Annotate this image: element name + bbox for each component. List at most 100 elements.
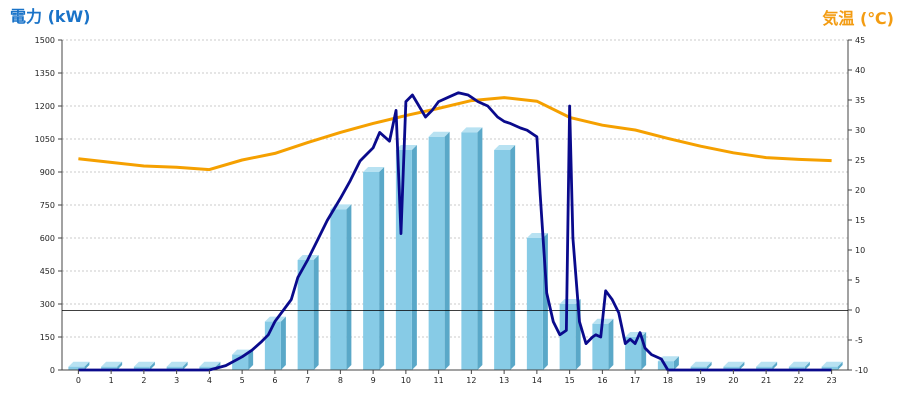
bar-top — [395, 145, 417, 150]
x-tick-label: 23 — [827, 376, 837, 385]
bar-side — [804, 361, 810, 370]
right-tick-label: 20 — [855, 186, 865, 195]
bar-side — [739, 361, 745, 370]
left-tick-label: 600 — [40, 234, 55, 243]
x-tick-label: 16 — [597, 376, 607, 385]
left-tick-label: 1500 — [35, 36, 55, 45]
bar-side — [837, 361, 843, 370]
temperature-line — [78, 96, 832, 172]
bar-front — [199, 366, 216, 370]
bar-top — [363, 167, 385, 172]
bar-side — [149, 361, 155, 370]
bar — [133, 361, 155, 370]
right-axis-title: 気温 (℃) — [822, 9, 894, 28]
x-tick-label: 22 — [794, 376, 804, 385]
power-line — [78, 91, 832, 372]
bar-top — [690, 361, 712, 367]
x-tick-label: 2 — [141, 376, 146, 385]
left-tick-label: 1050 — [35, 135, 55, 144]
x-tick-label: 3 — [174, 376, 179, 385]
bar-top — [68, 361, 90, 367]
bar-side — [510, 145, 516, 370]
line-series — [78, 91, 832, 372]
bar-side — [673, 356, 679, 370]
bar-front — [625, 337, 642, 370]
bar-top — [788, 361, 810, 367]
x-tick-label: 9 — [371, 376, 376, 385]
bar-top — [199, 361, 221, 367]
left-axis-ticks: 0 150 300 450 600 750 900 1050 1200 1350 1500 — [35, 36, 62, 375]
bar-side — [346, 204, 352, 370]
bar-side — [477, 127, 483, 371]
right-tick-label: -5 — [855, 336, 863, 345]
bar-front — [297, 260, 314, 370]
bar-top — [166, 361, 188, 367]
right-tick-label: 5 — [855, 276, 860, 285]
bar-front — [821, 366, 838, 370]
bar-top — [461, 127, 483, 133]
right-tick-label: 0 — [855, 306, 860, 315]
bar-side — [117, 361, 123, 370]
right-tick-label: 35 — [855, 96, 865, 105]
bar — [461, 127, 483, 371]
bar-side — [379, 167, 385, 370]
left-tick-label: 1200 — [35, 102, 55, 111]
x-tick-label: 14 — [532, 376, 542, 385]
right-tick-label: -10 — [855, 366, 868, 375]
x-tick-label: 0 — [76, 376, 81, 385]
bar-front — [363, 172, 380, 370]
right-tick-label: 25 — [855, 156, 865, 165]
right-tick-label: 15 — [855, 216, 865, 225]
bar-top — [133, 361, 155, 367]
bar-side — [411, 145, 417, 370]
x-axis-ticks: 0 1 2 3 4 5 6 7 8 9 10 11 12 13 14 15 16 17 18 19 20 21 22 23 — [76, 370, 837, 385]
bar-side — [772, 361, 778, 370]
left-tick-label: 900 — [40, 168, 55, 177]
bar-front — [330, 209, 347, 370]
bar — [428, 131, 450, 370]
x-tick-label: 17 — [630, 376, 640, 385]
bar-side — [84, 361, 90, 370]
bar — [264, 316, 286, 370]
bar — [166, 361, 188, 370]
bar-top — [559, 299, 581, 304]
bar-front — [133, 366, 150, 370]
x-tick-label: 12 — [466, 376, 476, 385]
x-tick-label: 19 — [696, 376, 706, 385]
bar — [494, 145, 516, 370]
x-tick-label: 11 — [434, 376, 444, 385]
bar-side — [313, 255, 319, 370]
bar — [821, 361, 843, 370]
grid-lines — [62, 39, 848, 338]
left-tick-label: 450 — [40, 267, 55, 276]
bar-side — [248, 349, 254, 370]
left-tick-label: 0 — [50, 366, 55, 375]
bar-front — [494, 150, 511, 370]
bar-front — [559, 304, 576, 370]
right-tick-label: 10 — [855, 246, 865, 255]
x-tick-label: 21 — [761, 376, 771, 385]
x-tick-label: 1 — [109, 376, 114, 385]
left-tick-label: 750 — [40, 201, 55, 210]
bar-front — [788, 366, 805, 370]
bar — [690, 361, 712, 370]
bar-side — [706, 361, 712, 370]
bar-top — [723, 361, 745, 367]
bar-front — [690, 366, 707, 370]
bar-front — [756, 366, 773, 370]
bar-front — [723, 366, 740, 370]
bar-front — [101, 366, 118, 370]
x-tick-label: 4 — [207, 376, 212, 385]
bar — [101, 361, 123, 370]
bar-top — [821, 361, 843, 367]
bar-side — [444, 131, 450, 370]
right-tick-label: 45 — [855, 36, 865, 45]
x-tick-label: 10 — [401, 376, 411, 385]
bar — [723, 361, 745, 370]
bar-front — [68, 366, 85, 370]
x-tick-label: 18 — [663, 376, 673, 385]
bar — [756, 361, 778, 370]
bar — [297, 255, 319, 370]
bar-front — [526, 238, 543, 370]
